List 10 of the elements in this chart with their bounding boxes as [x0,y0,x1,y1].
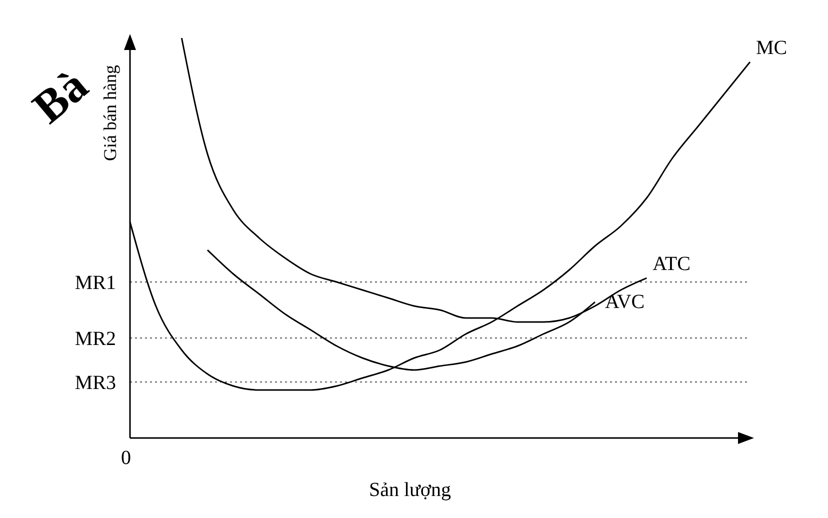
series-label: ATC [652,253,690,275]
series-label: MC [756,37,788,59]
text: Bà [23,59,97,133]
x-axis-title: Sản lượng [369,479,451,501]
ref-line-label: MR2 [74,328,116,350]
y-axis-title: Giá bán hàng [100,65,120,161]
series-label: AVC [605,291,645,313]
ref-line-label: MR3 [74,372,116,394]
text: 0 [121,447,131,469]
ref-line-label: MR1 [74,272,116,294]
